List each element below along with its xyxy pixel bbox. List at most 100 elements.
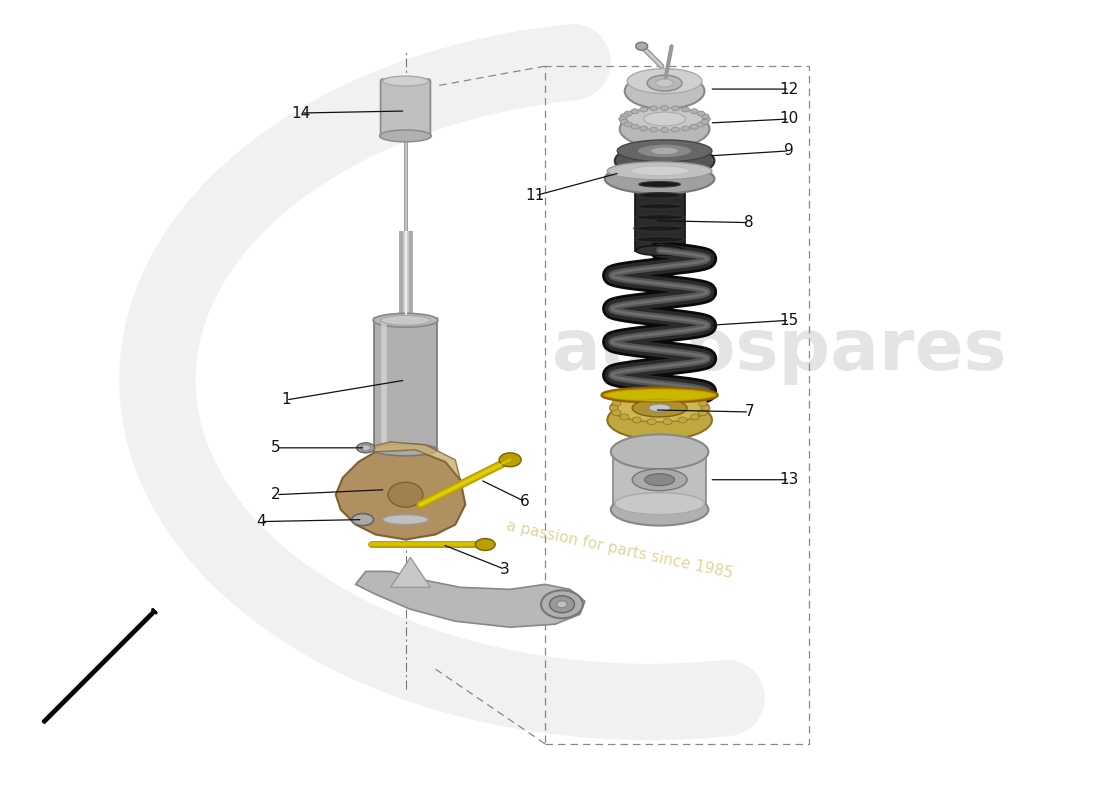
Ellipse shape (610, 434, 708, 470)
Ellipse shape (557, 601, 566, 608)
Ellipse shape (661, 106, 669, 110)
Ellipse shape (682, 107, 690, 112)
Ellipse shape (632, 399, 688, 417)
Ellipse shape (631, 109, 639, 114)
Text: 7: 7 (745, 405, 755, 419)
Ellipse shape (607, 162, 712, 180)
Text: 2: 2 (271, 487, 281, 502)
Ellipse shape (663, 391, 672, 398)
Ellipse shape (373, 314, 438, 327)
Ellipse shape (640, 107, 648, 112)
Ellipse shape (656, 79, 673, 87)
Ellipse shape (541, 590, 583, 618)
Ellipse shape (701, 119, 710, 124)
Bar (613, 452, 706, 510)
Ellipse shape (697, 122, 705, 127)
Ellipse shape (612, 400, 621, 406)
Text: 8: 8 (745, 215, 755, 230)
Ellipse shape (690, 414, 700, 420)
Ellipse shape (632, 393, 641, 399)
Ellipse shape (661, 127, 669, 133)
Text: 11: 11 (526, 188, 544, 203)
Ellipse shape (627, 69, 702, 94)
Ellipse shape (671, 127, 680, 132)
Ellipse shape (698, 400, 707, 406)
Ellipse shape (607, 400, 712, 440)
Ellipse shape (605, 164, 714, 194)
Ellipse shape (671, 106, 680, 111)
Ellipse shape (381, 315, 430, 326)
Ellipse shape (701, 114, 710, 118)
Ellipse shape (644, 112, 685, 126)
Ellipse shape (374, 444, 438, 456)
Ellipse shape (636, 42, 648, 50)
Bar (383, 448, 428, 519)
Ellipse shape (690, 124, 698, 130)
Ellipse shape (647, 75, 682, 91)
Ellipse shape (637, 204, 683, 209)
Ellipse shape (388, 482, 422, 507)
Text: 3: 3 (500, 562, 510, 577)
Ellipse shape (619, 110, 710, 148)
Ellipse shape (379, 130, 431, 142)
Ellipse shape (612, 410, 621, 416)
Ellipse shape (609, 405, 618, 411)
Ellipse shape (638, 193, 681, 198)
Ellipse shape (615, 493, 704, 514)
Ellipse shape (615, 143, 714, 178)
Ellipse shape (620, 396, 629, 402)
Text: 13: 13 (780, 472, 799, 487)
Ellipse shape (550, 596, 574, 613)
Ellipse shape (383, 514, 428, 525)
Text: 15: 15 (780, 313, 799, 328)
Text: a passion for parts since 1985: a passion for parts since 1985 (505, 518, 735, 581)
Ellipse shape (609, 394, 710, 422)
Ellipse shape (619, 117, 627, 122)
Ellipse shape (499, 453, 521, 466)
Ellipse shape (678, 417, 688, 423)
Polygon shape (336, 448, 465, 539)
Ellipse shape (697, 111, 705, 116)
Ellipse shape (650, 106, 658, 111)
Text: autospares: autospares (551, 316, 1006, 385)
Ellipse shape (682, 126, 690, 131)
Ellipse shape (634, 226, 685, 231)
Polygon shape (355, 571, 585, 627)
Text: 4: 4 (256, 514, 266, 529)
Text: 14: 14 (292, 106, 310, 121)
Ellipse shape (356, 443, 375, 453)
Ellipse shape (635, 237, 685, 242)
Ellipse shape (602, 388, 717, 402)
Ellipse shape (698, 410, 707, 416)
Ellipse shape (383, 76, 428, 86)
Ellipse shape (636, 248, 683, 254)
Ellipse shape (690, 109, 698, 114)
FancyBboxPatch shape (381, 79, 430, 138)
Ellipse shape (636, 246, 683, 255)
Ellipse shape (703, 117, 711, 122)
Ellipse shape (639, 182, 681, 187)
Ellipse shape (647, 418, 656, 425)
Bar (635, 178, 684, 250)
Ellipse shape (701, 405, 710, 411)
Ellipse shape (625, 73, 704, 109)
Ellipse shape (620, 414, 629, 420)
Ellipse shape (678, 393, 688, 399)
Ellipse shape (625, 122, 632, 127)
Ellipse shape (663, 418, 672, 425)
Ellipse shape (625, 111, 632, 116)
Ellipse shape (620, 114, 628, 118)
Text: 6: 6 (520, 494, 530, 509)
Polygon shape (365, 442, 460, 480)
Ellipse shape (361, 445, 371, 451)
Ellipse shape (690, 396, 700, 402)
Ellipse shape (650, 147, 679, 155)
Ellipse shape (632, 417, 641, 423)
Ellipse shape (631, 124, 639, 130)
Ellipse shape (632, 469, 688, 490)
Polygon shape (390, 558, 430, 587)
Ellipse shape (647, 391, 656, 398)
Ellipse shape (352, 514, 374, 526)
Ellipse shape (637, 144, 692, 158)
Text: 10: 10 (780, 111, 799, 126)
